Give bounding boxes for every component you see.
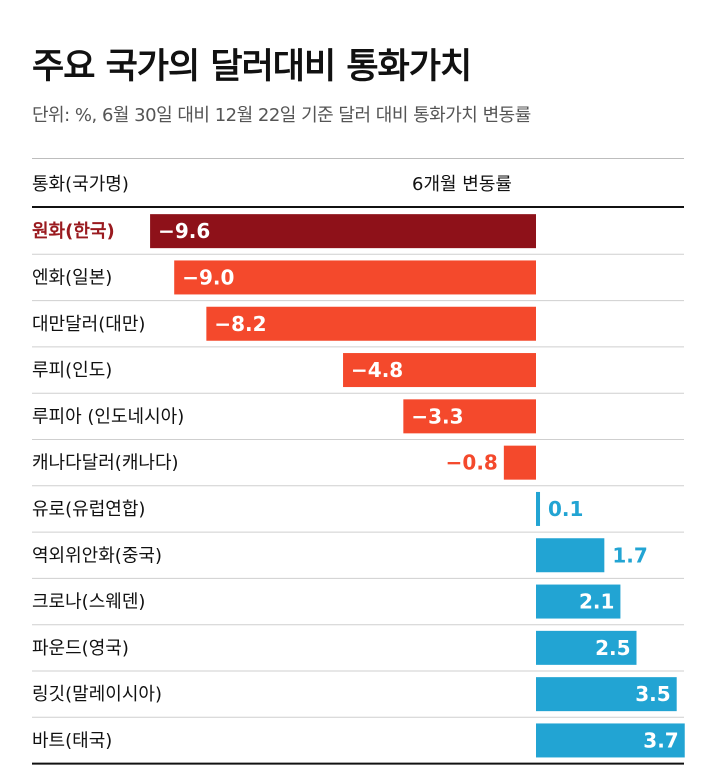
bar [174,260,536,295]
value-label: −9.6 [158,219,210,243]
header-bottom-rule [32,206,684,208]
value-label: 1.7 [612,543,647,567]
category-label: 유로(유럽연합) [32,499,145,520]
bar [503,445,536,480]
category-label: 엔화(일본) [32,267,112,288]
bar [343,353,536,388]
category-label: 역외위안화(중국) [32,545,162,566]
value-label: −4.8 [351,358,403,382]
value-label: 2.5 [595,636,630,660]
bar [536,491,541,526]
value-label: 3.5 [635,682,670,706]
category-label: 링깃(말레이시아) [32,684,162,705]
category-label: 루피(인도) [32,360,112,381]
category-label: 크로나(스웨덴) [32,592,145,613]
category-label: 바트(태국) [32,730,112,751]
value-label: 2.1 [579,590,614,614]
bar [150,214,536,249]
category-label: 루피아 (인도네시아) [32,406,184,427]
category-label: 캐나다달러(캐나다) [32,453,179,474]
value-label: −9.0 [182,265,234,289]
bar [536,584,621,619]
value-label: −8.2 [214,312,266,336]
bar [536,723,685,758]
header-top-rule [32,158,684,159]
bar [536,630,637,665]
category-label: 원화(한국) [32,221,115,242]
value-label: 0.1 [548,497,583,521]
bar [536,538,605,573]
category-label: 파운드(영국) [32,638,129,659]
bar [206,306,537,341]
column-header-change: 6개월 변동률 [412,174,512,195]
category-label: 대만달러(대만) [32,314,145,335]
value-label: −3.3 [411,404,463,428]
bar [403,399,536,434]
value-label: −0.8 [446,451,498,475]
chart-subtitle: 단위: %, 6월 30일 대비 12월 22일 기준 달러 대비 통화가치 변… [32,105,531,126]
column-header-currency: 통화(국가명) [32,174,129,195]
bar [536,677,677,712]
chart-title: 주요 국가의 달러대비 통화가치 [32,47,472,87]
value-label: 3.7 [643,728,678,752]
